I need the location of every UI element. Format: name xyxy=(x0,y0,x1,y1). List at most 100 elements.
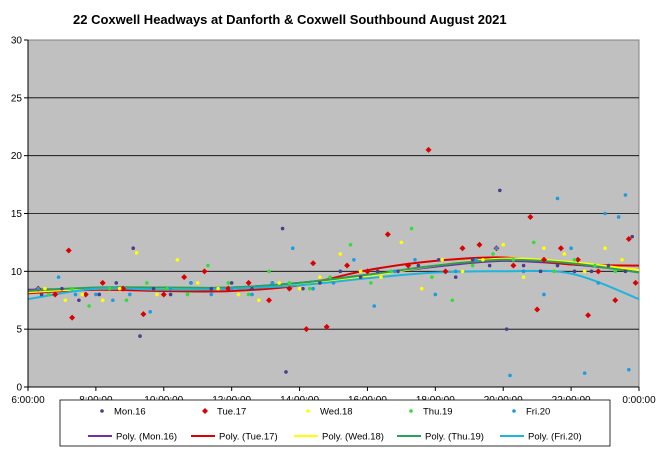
data-point xyxy=(542,292,546,297)
data-point xyxy=(531,240,536,245)
x-tick-label: 6:00:00 xyxy=(11,395,45,406)
data-point xyxy=(399,240,404,245)
data-point xyxy=(625,235,632,242)
data-point xyxy=(160,291,167,298)
data-point xyxy=(384,231,391,238)
data-point xyxy=(307,286,312,291)
data-point xyxy=(425,146,432,153)
data-point xyxy=(501,242,506,247)
legend-label: Poly. (Fri.20) xyxy=(528,432,582,443)
data-point xyxy=(596,281,601,285)
data-point xyxy=(168,292,173,297)
data-point xyxy=(585,312,592,319)
legend-label: Thu.19 xyxy=(423,407,453,418)
data-point xyxy=(612,297,619,304)
data-point xyxy=(287,281,292,285)
data-point xyxy=(310,260,317,267)
data-point xyxy=(168,286,173,291)
data-point xyxy=(165,286,169,291)
trendline-4 xyxy=(27,258,640,292)
data-point xyxy=(430,275,434,279)
data-point xyxy=(73,292,78,297)
data-point xyxy=(470,257,475,262)
data-point xyxy=(297,286,302,291)
data-point xyxy=(510,262,517,269)
data-point xyxy=(114,281,119,285)
data-point xyxy=(65,247,72,254)
data-point xyxy=(419,286,424,291)
data-points xyxy=(35,146,639,378)
data-point xyxy=(209,286,214,291)
legend-label: Poly. (Mon.16) xyxy=(116,432,177,443)
data-point xyxy=(396,269,400,274)
data-point xyxy=(87,304,91,308)
data-point xyxy=(99,279,106,286)
data-point xyxy=(542,246,546,250)
data-point xyxy=(97,292,102,297)
legend-label: Fri.20 xyxy=(526,407,550,418)
legend-label: Poly. (Wed.18) xyxy=(322,432,384,443)
data-point xyxy=(504,327,509,331)
data-point xyxy=(311,286,315,291)
data-point xyxy=(148,310,152,314)
legend-label: Tue.17 xyxy=(217,407,246,418)
data-point xyxy=(323,323,330,330)
data-point xyxy=(338,252,343,256)
data-point xyxy=(572,269,577,274)
data-point xyxy=(555,263,560,268)
data-point xyxy=(433,292,438,297)
data-point xyxy=(623,193,628,197)
data-point xyxy=(189,281,193,285)
data-point xyxy=(257,298,261,303)
y-tick-label: 15 xyxy=(11,209,23,220)
data-point xyxy=(572,257,577,262)
data-point xyxy=(476,241,483,248)
data-point xyxy=(534,306,541,313)
data-point xyxy=(250,292,254,297)
data-point xyxy=(140,311,147,318)
data-point xyxy=(474,257,478,262)
data-point xyxy=(375,269,380,274)
legend-label: Poly. (Tue.17) xyxy=(219,432,278,443)
data-point xyxy=(589,269,594,274)
data-point xyxy=(613,269,618,274)
data-point xyxy=(623,269,628,274)
data-point xyxy=(436,257,441,262)
data-point xyxy=(82,291,89,298)
data-point xyxy=(328,275,332,279)
data-point xyxy=(301,286,305,291)
data-point xyxy=(392,269,397,274)
legend-box xyxy=(59,399,611,447)
data-point xyxy=(540,256,547,263)
data-point xyxy=(562,252,567,256)
x-tick-label: 0:00:00 xyxy=(622,395,656,406)
data-point xyxy=(527,213,534,220)
data-point xyxy=(229,281,234,285)
data-point xyxy=(117,286,122,291)
data-point xyxy=(250,286,254,291)
data-point xyxy=(358,275,363,279)
data-point xyxy=(521,275,526,279)
data-point xyxy=(303,326,310,333)
legend-marker xyxy=(512,409,516,413)
data-point xyxy=(286,285,293,292)
data-point xyxy=(107,286,112,291)
data-point xyxy=(100,298,105,303)
data-point xyxy=(557,245,564,252)
data-point xyxy=(416,263,421,268)
data-point xyxy=(70,286,74,291)
data-point xyxy=(245,279,252,286)
data-point xyxy=(379,275,383,279)
data-point xyxy=(627,367,631,372)
data-point xyxy=(606,263,611,268)
data-point xyxy=(538,269,543,274)
data-point xyxy=(151,286,156,291)
data-point xyxy=(498,188,502,193)
data-point xyxy=(216,286,220,291)
data-point xyxy=(46,292,51,297)
data-point xyxy=(372,304,377,308)
data-point xyxy=(318,275,322,279)
data-point xyxy=(470,263,475,268)
data-point xyxy=(43,286,47,291)
data-point xyxy=(595,268,602,275)
